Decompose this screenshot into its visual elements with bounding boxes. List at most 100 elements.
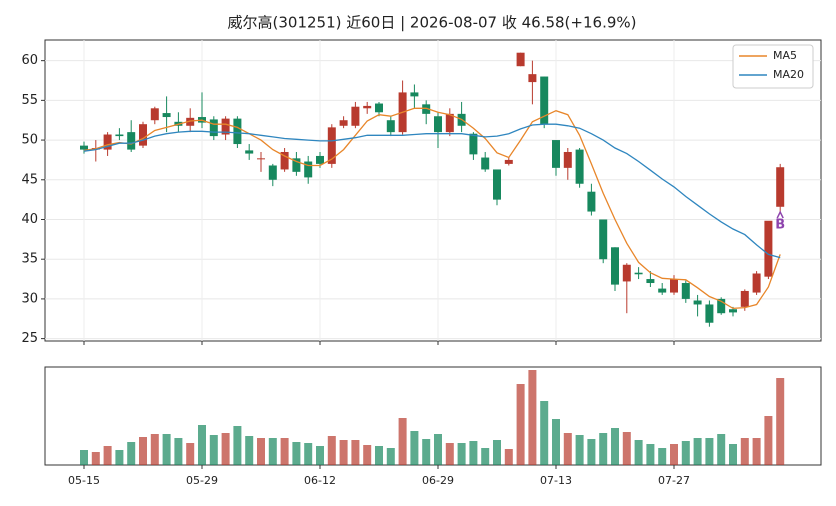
price-frame — [44, 39, 822, 342]
volume-bar — [457, 443, 466, 465]
y-tick-label: 45 — [21, 172, 38, 187]
volume-bar — [268, 438, 277, 465]
volume-bar — [693, 438, 702, 465]
legend: MA5 MA20 — [732, 44, 814, 89]
candle-body — [528, 74, 537, 83]
volume-bar — [670, 444, 678, 465]
annotation: B — [775, 218, 785, 233]
candle-body — [587, 191, 596, 212]
candle-body — [162, 113, 171, 118]
annotation-arrow — [776, 210, 784, 219]
candle-body — [292, 158, 301, 172]
candle-body — [233, 118, 242, 145]
ma-line — [83, 107, 781, 310]
volume-bar — [351, 440, 360, 465]
volume-bar — [209, 435, 218, 465]
x-tick-label: 05-15 — [68, 474, 100, 487]
volume-bar — [280, 438, 289, 465]
volume-bar — [445, 443, 454, 465]
volume-bar — [493, 440, 501, 465]
candle-body — [752, 273, 761, 293]
candle-body — [257, 158, 265, 160]
candle-body — [540, 76, 549, 125]
candle-body — [504, 159, 513, 164]
volume-bar — [422, 439, 431, 465]
candle-body — [705, 304, 714, 323]
candle-body — [740, 290, 749, 307]
candle-body — [422, 104, 431, 114]
volume-bar — [705, 438, 714, 465]
volume-bar — [599, 433, 608, 465]
candle-body — [103, 134, 112, 150]
candle-body — [481, 157, 490, 170]
candle-body — [469, 133, 478, 155]
volume-bar — [740, 438, 749, 465]
chart-title: 威尔高(301251) 近60日 | 2026-08-07 收 46.58(+1… — [228, 14, 637, 32]
candle-body — [670, 279, 678, 293]
volume-bar — [410, 431, 419, 465]
x-tick-label: 07-27 — [658, 474, 690, 487]
volume-bar — [634, 440, 643, 465]
candle-body — [646, 279, 655, 284]
candle-body — [351, 106, 360, 126]
candle-body — [268, 165, 277, 180]
candle-body — [339, 120, 348, 126]
grid — [45, 40, 821, 341]
volume-bar — [386, 448, 395, 465]
candle-body — [622, 264, 631, 282]
candle-body — [516, 52, 525, 67]
volume-bar — [622, 432, 631, 465]
candle-body — [80, 145, 88, 150]
volume-bar — [339, 440, 348, 465]
volume-bar — [103, 446, 112, 465]
candle-body — [493, 169, 501, 200]
volume-bar — [162, 434, 171, 465]
candle-body — [729, 309, 737, 313]
volume-bar — [516, 384, 525, 465]
y-tick-label: 50 — [21, 133, 38, 148]
legend-label: MA5 — [773, 49, 797, 62]
volume-bar — [375, 446, 383, 465]
candle-body — [611, 247, 619, 285]
candle-body — [316, 155, 324, 164]
volume-bar — [398, 418, 407, 465]
candle-body — [327, 127, 336, 164]
volume-bar — [174, 438, 183, 465]
volume-bar — [327, 436, 336, 465]
volume-bar — [245, 436, 254, 465]
candle-body — [445, 113, 454, 133]
candle-body — [150, 108, 159, 121]
candle-body — [127, 132, 136, 150]
candle-body — [304, 161, 313, 178]
ma-line — [83, 123, 781, 259]
volume-bar — [575, 435, 584, 465]
volume-bar — [552, 419, 560, 465]
y-tick-label: 30 — [21, 291, 38, 306]
volume-bar — [764, 416, 773, 465]
x-tick-label: 07-13 — [540, 474, 572, 487]
volume-bar — [717, 434, 726, 465]
volume-bar — [528, 370, 537, 465]
volume-bar — [481, 448, 490, 465]
candle-body — [552, 140, 560, 168]
y-tick-label: 55 — [21, 93, 38, 108]
candle-body — [693, 300, 702, 305]
y-tick-label: 40 — [21, 212, 38, 227]
legend-label: MA20 — [773, 68, 804, 81]
volume-bar — [91, 452, 100, 465]
volume-bar — [587, 439, 596, 465]
volume-bar — [658, 448, 667, 465]
volume-bar — [646, 444, 655, 465]
candle-body — [575, 149, 584, 184]
volume-bar — [127, 442, 136, 465]
volume-bar — [563, 433, 572, 465]
volume-bar — [611, 428, 619, 465]
volume-frame — [44, 366, 822, 466]
candle-body — [139, 124, 147, 146]
volume-bar — [776, 378, 785, 465]
volume-bar — [681, 441, 690, 465]
x-tick-label: 06-29 — [422, 474, 454, 487]
volume-bar — [469, 441, 478, 465]
candle-body — [186, 117, 195, 126]
candle-body — [375, 103, 383, 113]
